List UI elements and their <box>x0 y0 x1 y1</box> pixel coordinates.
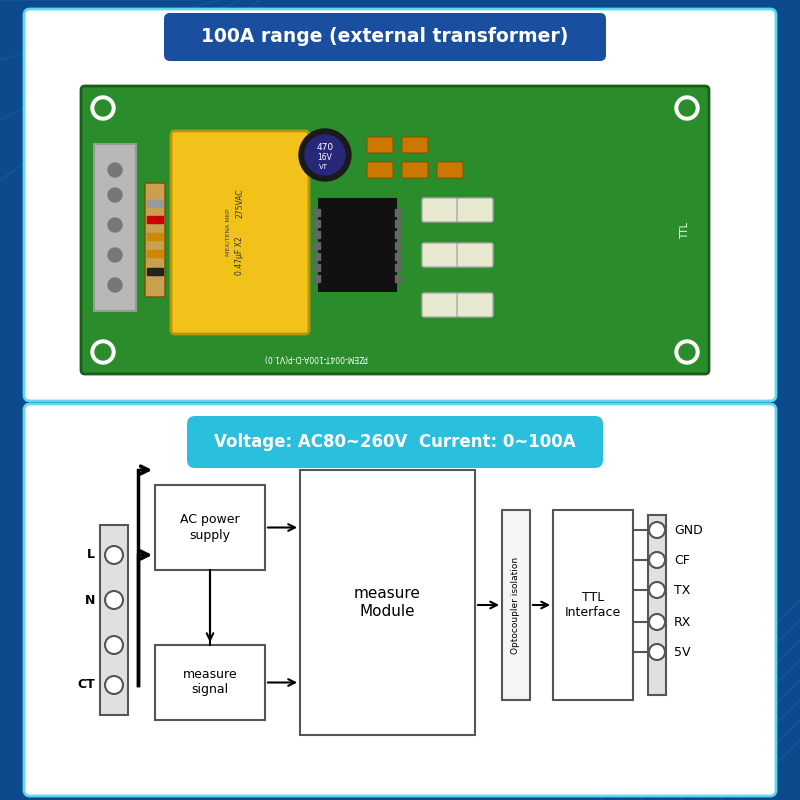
Bar <box>100 525 128 715</box>
Text: CT: CT <box>78 678 95 691</box>
Text: Voltage: AC80~260V  Current: 0~100A: Voltage: AC80~260V Current: 0~100A <box>214 433 576 451</box>
Bar <box>395 209 401 216</box>
Circle shape <box>649 582 665 598</box>
Circle shape <box>649 552 665 568</box>
Text: N: N <box>85 594 95 606</box>
Bar <box>553 510 633 700</box>
Text: measure
Module: measure Module <box>354 586 421 618</box>
Bar <box>147 233 163 240</box>
Text: Optocoupler isolation: Optocoupler isolation <box>511 557 521 654</box>
Bar <box>314 231 320 238</box>
Circle shape <box>675 340 699 364</box>
Circle shape <box>108 163 122 177</box>
FancyBboxPatch shape <box>437 162 463 178</box>
FancyBboxPatch shape <box>24 404 776 796</box>
Text: RX: RX <box>674 615 691 629</box>
Circle shape <box>679 344 695 360</box>
Circle shape <box>649 644 665 660</box>
Text: L: L <box>87 549 95 562</box>
Circle shape <box>108 278 122 292</box>
FancyBboxPatch shape <box>319 199 396 291</box>
Text: 5V: 5V <box>674 646 690 658</box>
Bar <box>314 242 320 249</box>
Bar <box>314 253 320 260</box>
Text: 470: 470 <box>317 142 334 151</box>
Bar <box>395 264 401 271</box>
Circle shape <box>305 135 345 175</box>
FancyBboxPatch shape <box>81 86 709 374</box>
Circle shape <box>299 129 351 181</box>
FancyBboxPatch shape <box>145 183 165 297</box>
FancyBboxPatch shape <box>171 131 309 334</box>
Circle shape <box>649 614 665 630</box>
Text: CF: CF <box>674 554 690 566</box>
FancyBboxPatch shape <box>94 144 136 311</box>
Circle shape <box>91 340 115 364</box>
Circle shape <box>105 591 123 609</box>
Text: 0.47µF X2: 0.47µF X2 <box>235 237 245 275</box>
Bar <box>155 485 265 570</box>
Text: PZEM-004T-100A-D-P(V1.0): PZEM-004T-100A-D-P(V1.0) <box>263 354 367 362</box>
Bar <box>395 220 401 227</box>
Bar <box>395 242 401 249</box>
Text: AC power
supply: AC power supply <box>180 514 240 542</box>
Bar <box>147 216 163 223</box>
Bar <box>155 645 265 720</box>
Bar <box>314 275 320 282</box>
Circle shape <box>105 676 123 694</box>
FancyBboxPatch shape <box>367 162 393 178</box>
Circle shape <box>108 248 122 262</box>
FancyBboxPatch shape <box>402 162 428 178</box>
Text: TX: TX <box>674 583 690 597</box>
Bar <box>648 515 666 695</box>
FancyBboxPatch shape <box>402 137 428 153</box>
Circle shape <box>95 100 111 116</box>
Bar <box>395 275 401 282</box>
Bar <box>502 510 530 700</box>
FancyBboxPatch shape <box>187 416 603 468</box>
Text: VT: VT <box>318 164 327 170</box>
Circle shape <box>679 100 695 116</box>
Text: TTL: TTL <box>680 222 690 238</box>
Bar <box>147 268 163 275</box>
FancyBboxPatch shape <box>164 13 606 61</box>
FancyBboxPatch shape <box>367 137 393 153</box>
Text: measure
signal: measure signal <box>182 669 238 697</box>
Text: 275VAC: 275VAC <box>235 189 245 218</box>
Bar <box>147 250 163 257</box>
Circle shape <box>108 218 122 232</box>
Bar <box>300 470 475 735</box>
Bar <box>395 231 401 238</box>
Circle shape <box>675 96 699 120</box>
Bar <box>314 264 320 271</box>
FancyBboxPatch shape <box>422 198 458 222</box>
Bar <box>314 209 320 216</box>
Circle shape <box>95 344 111 360</box>
FancyBboxPatch shape <box>457 198 493 222</box>
Text: TTL
Interface: TTL Interface <box>565 591 621 619</box>
Circle shape <box>105 636 123 654</box>
FancyBboxPatch shape <box>24 9 776 401</box>
Bar <box>314 220 320 227</box>
Text: MEX/TENA MKP: MEX/TENA MKP <box>226 209 230 256</box>
Bar <box>147 200 163 207</box>
Text: GND: GND <box>674 523 702 537</box>
Circle shape <box>108 188 122 202</box>
Circle shape <box>91 96 115 120</box>
Circle shape <box>105 546 123 564</box>
Bar <box>395 253 401 260</box>
Circle shape <box>649 522 665 538</box>
Text: 100A range (external transformer): 100A range (external transformer) <box>202 27 569 46</box>
Text: 16V: 16V <box>318 153 333 162</box>
FancyBboxPatch shape <box>422 293 458 317</box>
FancyBboxPatch shape <box>457 293 493 317</box>
FancyBboxPatch shape <box>457 243 493 267</box>
FancyBboxPatch shape <box>422 243 458 267</box>
